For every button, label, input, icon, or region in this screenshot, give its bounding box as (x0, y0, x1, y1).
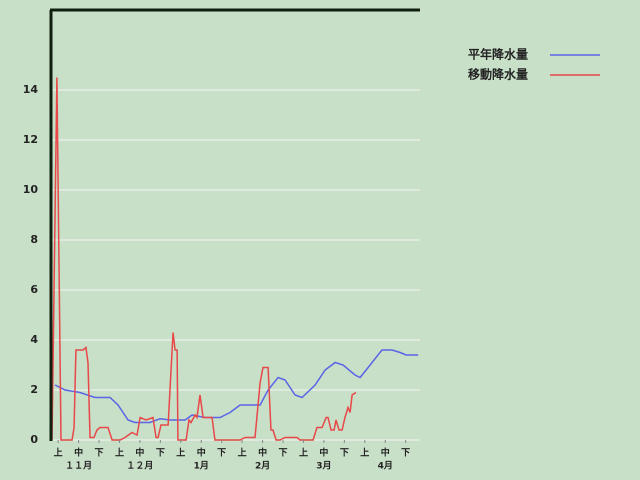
x-tick-label: 上 (115, 447, 124, 459)
y-tick-label: 4 (30, 333, 38, 346)
month-label: 4月 (378, 461, 393, 472)
month-label: 1月 (194, 461, 209, 472)
x-tick-label: 中 (135, 447, 144, 459)
y-tick-label: 10 (23, 183, 39, 196)
x-tick-label: 上 (54, 447, 63, 459)
month-label: 3月 (316, 461, 331, 472)
labels: 02468101214上中下上中下上中下上中下上中下上中下１１月 １２月 1月 2月 3… (23, 83, 411, 472)
x-tick-label: 中 (258, 447, 267, 459)
x-tick-label: 下 (95, 448, 104, 459)
series-line (51, 77, 357, 441)
x-tick-label: 中 (319, 447, 328, 459)
x-tick-label: 下 (401, 448, 410, 459)
lines (51, 77, 419, 441)
series-line (54, 349, 419, 424)
y-tick-label: 2 (30, 383, 38, 396)
x-tick-label: 上 (360, 447, 369, 459)
y-tick-label: 6 (30, 283, 38, 296)
month-label: １１月 (65, 461, 92, 472)
y-tick-label: 14 (23, 83, 39, 96)
x-tick-label: 中 (197, 447, 206, 459)
x-tick-label: 下 (279, 448, 288, 459)
month-label: １２月 (126, 461, 153, 472)
x-tick-label: 中 (381, 447, 390, 459)
x-tick-label: 上 (176, 447, 185, 459)
y-tick-label: 8 (30, 233, 38, 246)
x-tick-label: 中 (74, 447, 83, 459)
x-tick-label: 下 (156, 448, 165, 459)
legend-label: 移動降水量 (468, 67, 528, 82)
y-tick-label: 12 (23, 133, 38, 146)
x-tick-label: 下 (340, 448, 349, 459)
legend-label: 平年降水量 (468, 47, 528, 62)
month-label: 2月 (255, 461, 270, 472)
x-tick-label: 上 (299, 447, 308, 459)
x-tick-label: 下 (217, 448, 226, 459)
y-tick-label: 0 (30, 433, 38, 446)
x-tick-label: 上 (238, 447, 247, 459)
